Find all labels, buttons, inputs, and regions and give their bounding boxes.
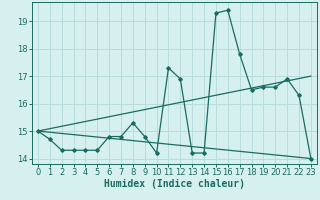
X-axis label: Humidex (Indice chaleur): Humidex (Indice chaleur) <box>104 179 245 189</box>
